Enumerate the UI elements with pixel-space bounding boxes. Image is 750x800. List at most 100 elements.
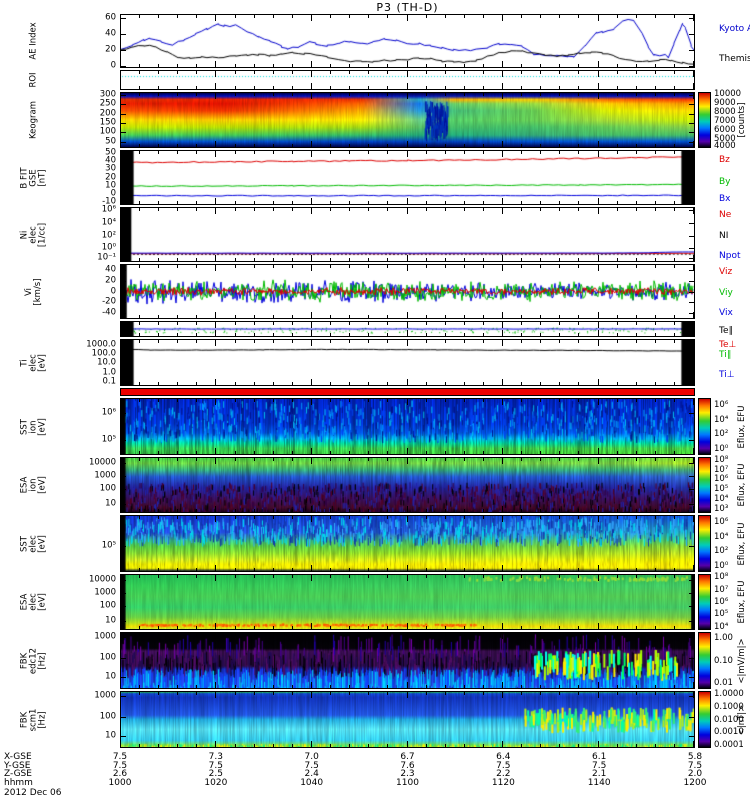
time-tick	[521, 93, 523, 96]
time-tick	[310, 208, 312, 214]
time-tick	[616, 315, 618, 318]
time-tick	[673, 451, 675, 454]
time-tick	[693, 448, 694, 454]
time-tick	[253, 568, 255, 571]
time-tick	[521, 633, 523, 636]
time-tick	[501, 255, 503, 261]
time-tick	[310, 506, 312, 512]
time-tick	[177, 399, 179, 402]
time-tick	[654, 71, 656, 74]
time-tick	[425, 93, 427, 96]
time-tick	[215, 692, 217, 698]
time-tick	[501, 516, 503, 522]
time-tick	[597, 506, 599, 512]
y-tick	[121, 637, 126, 639]
panel-sst_elec	[120, 515, 695, 572]
time-tick	[406, 399, 408, 405]
time-tick	[578, 633, 580, 636]
time-tick	[578, 692, 580, 695]
time-tick	[234, 258, 236, 261]
time-tick	[120, 575, 121, 581]
time-tick	[673, 15, 675, 18]
time-tick	[158, 322, 160, 325]
y-tick	[121, 66, 126, 68]
time-tick	[654, 399, 656, 402]
time-tick	[635, 568, 637, 571]
y-tick	[121, 606, 126, 608]
time-tick	[616, 322, 618, 325]
y-tick-label: 20	[105, 172, 116, 182]
ephemeris-value: 1140	[587, 777, 611, 788]
time-tick	[291, 575, 293, 578]
time-tick	[559, 382, 561, 385]
time-tick	[693, 458, 694, 464]
time-tick	[253, 692, 255, 695]
time-tick	[387, 458, 389, 461]
time-tick	[310, 255, 312, 261]
time-tick	[349, 93, 351, 96]
roi-plot-area	[121, 71, 694, 89]
time-tick	[253, 201, 255, 204]
time-tick	[272, 86, 274, 89]
time-tick	[406, 265, 408, 271]
time-tick	[368, 64, 370, 67]
time-tick	[635, 86, 637, 89]
y-tick	[121, 312, 126, 314]
time-tick	[196, 258, 198, 261]
time-tick	[120, 15, 121, 21]
time-tick	[616, 201, 618, 204]
time-tick	[387, 15, 389, 18]
time-tick	[196, 340, 198, 343]
time-tick	[330, 315, 332, 318]
y-tick-label: 1000.0	[86, 339, 116, 349]
time-tick	[673, 568, 675, 571]
time-tick	[196, 201, 198, 204]
time-tick	[368, 151, 370, 154]
time-tick	[177, 333, 179, 336]
flag-bar	[120, 388, 695, 396]
time-tick	[540, 509, 542, 512]
time-tick	[272, 458, 274, 461]
time-tick	[139, 568, 141, 571]
axis-label-esa_ion: ESA ion [eV]	[19, 476, 48, 494]
time-tick	[673, 258, 675, 261]
time-tick	[387, 93, 389, 96]
time-tick	[120, 741, 121, 747]
time-tick	[406, 330, 408, 336]
time-tick	[616, 208, 618, 211]
time-tick	[387, 399, 389, 402]
ephemeris-value: 7.5	[304, 760, 319, 771]
y-tick	[689, 177, 694, 179]
time-tick	[635, 201, 637, 204]
time-tick	[559, 333, 561, 336]
time-tick	[177, 451, 179, 454]
time-tick	[540, 71, 542, 74]
time-tick	[272, 744, 274, 747]
time-tick	[253, 575, 255, 578]
time-tick	[406, 340, 408, 346]
fbk_b-plot-area	[121, 692, 694, 747]
time-tick	[693, 93, 694, 99]
y-tick-label: -20	[102, 296, 116, 307]
time-tick	[501, 575, 503, 581]
y-tick-label: 100	[99, 711, 116, 722]
time-tick	[310, 151, 312, 157]
time-tick	[444, 626, 446, 629]
ephemeris-row-label: hhmm	[4, 777, 33, 788]
y-tick	[689, 132, 694, 134]
time-tick	[368, 340, 370, 343]
time-tick	[673, 692, 675, 695]
time-tick	[540, 151, 542, 154]
time-tick	[673, 685, 675, 688]
time-tick	[444, 340, 446, 343]
time-tick	[425, 458, 427, 461]
time-tick	[196, 315, 198, 318]
axis-label-sst_ion: SST ion [eV]	[19, 417, 48, 436]
time-tick	[406, 83, 408, 89]
time-tick	[482, 258, 484, 261]
time-tick	[272, 15, 274, 18]
time-tick	[482, 568, 484, 571]
time-tick	[521, 151, 523, 154]
y-tick	[689, 475, 694, 477]
time-tick	[482, 399, 484, 402]
